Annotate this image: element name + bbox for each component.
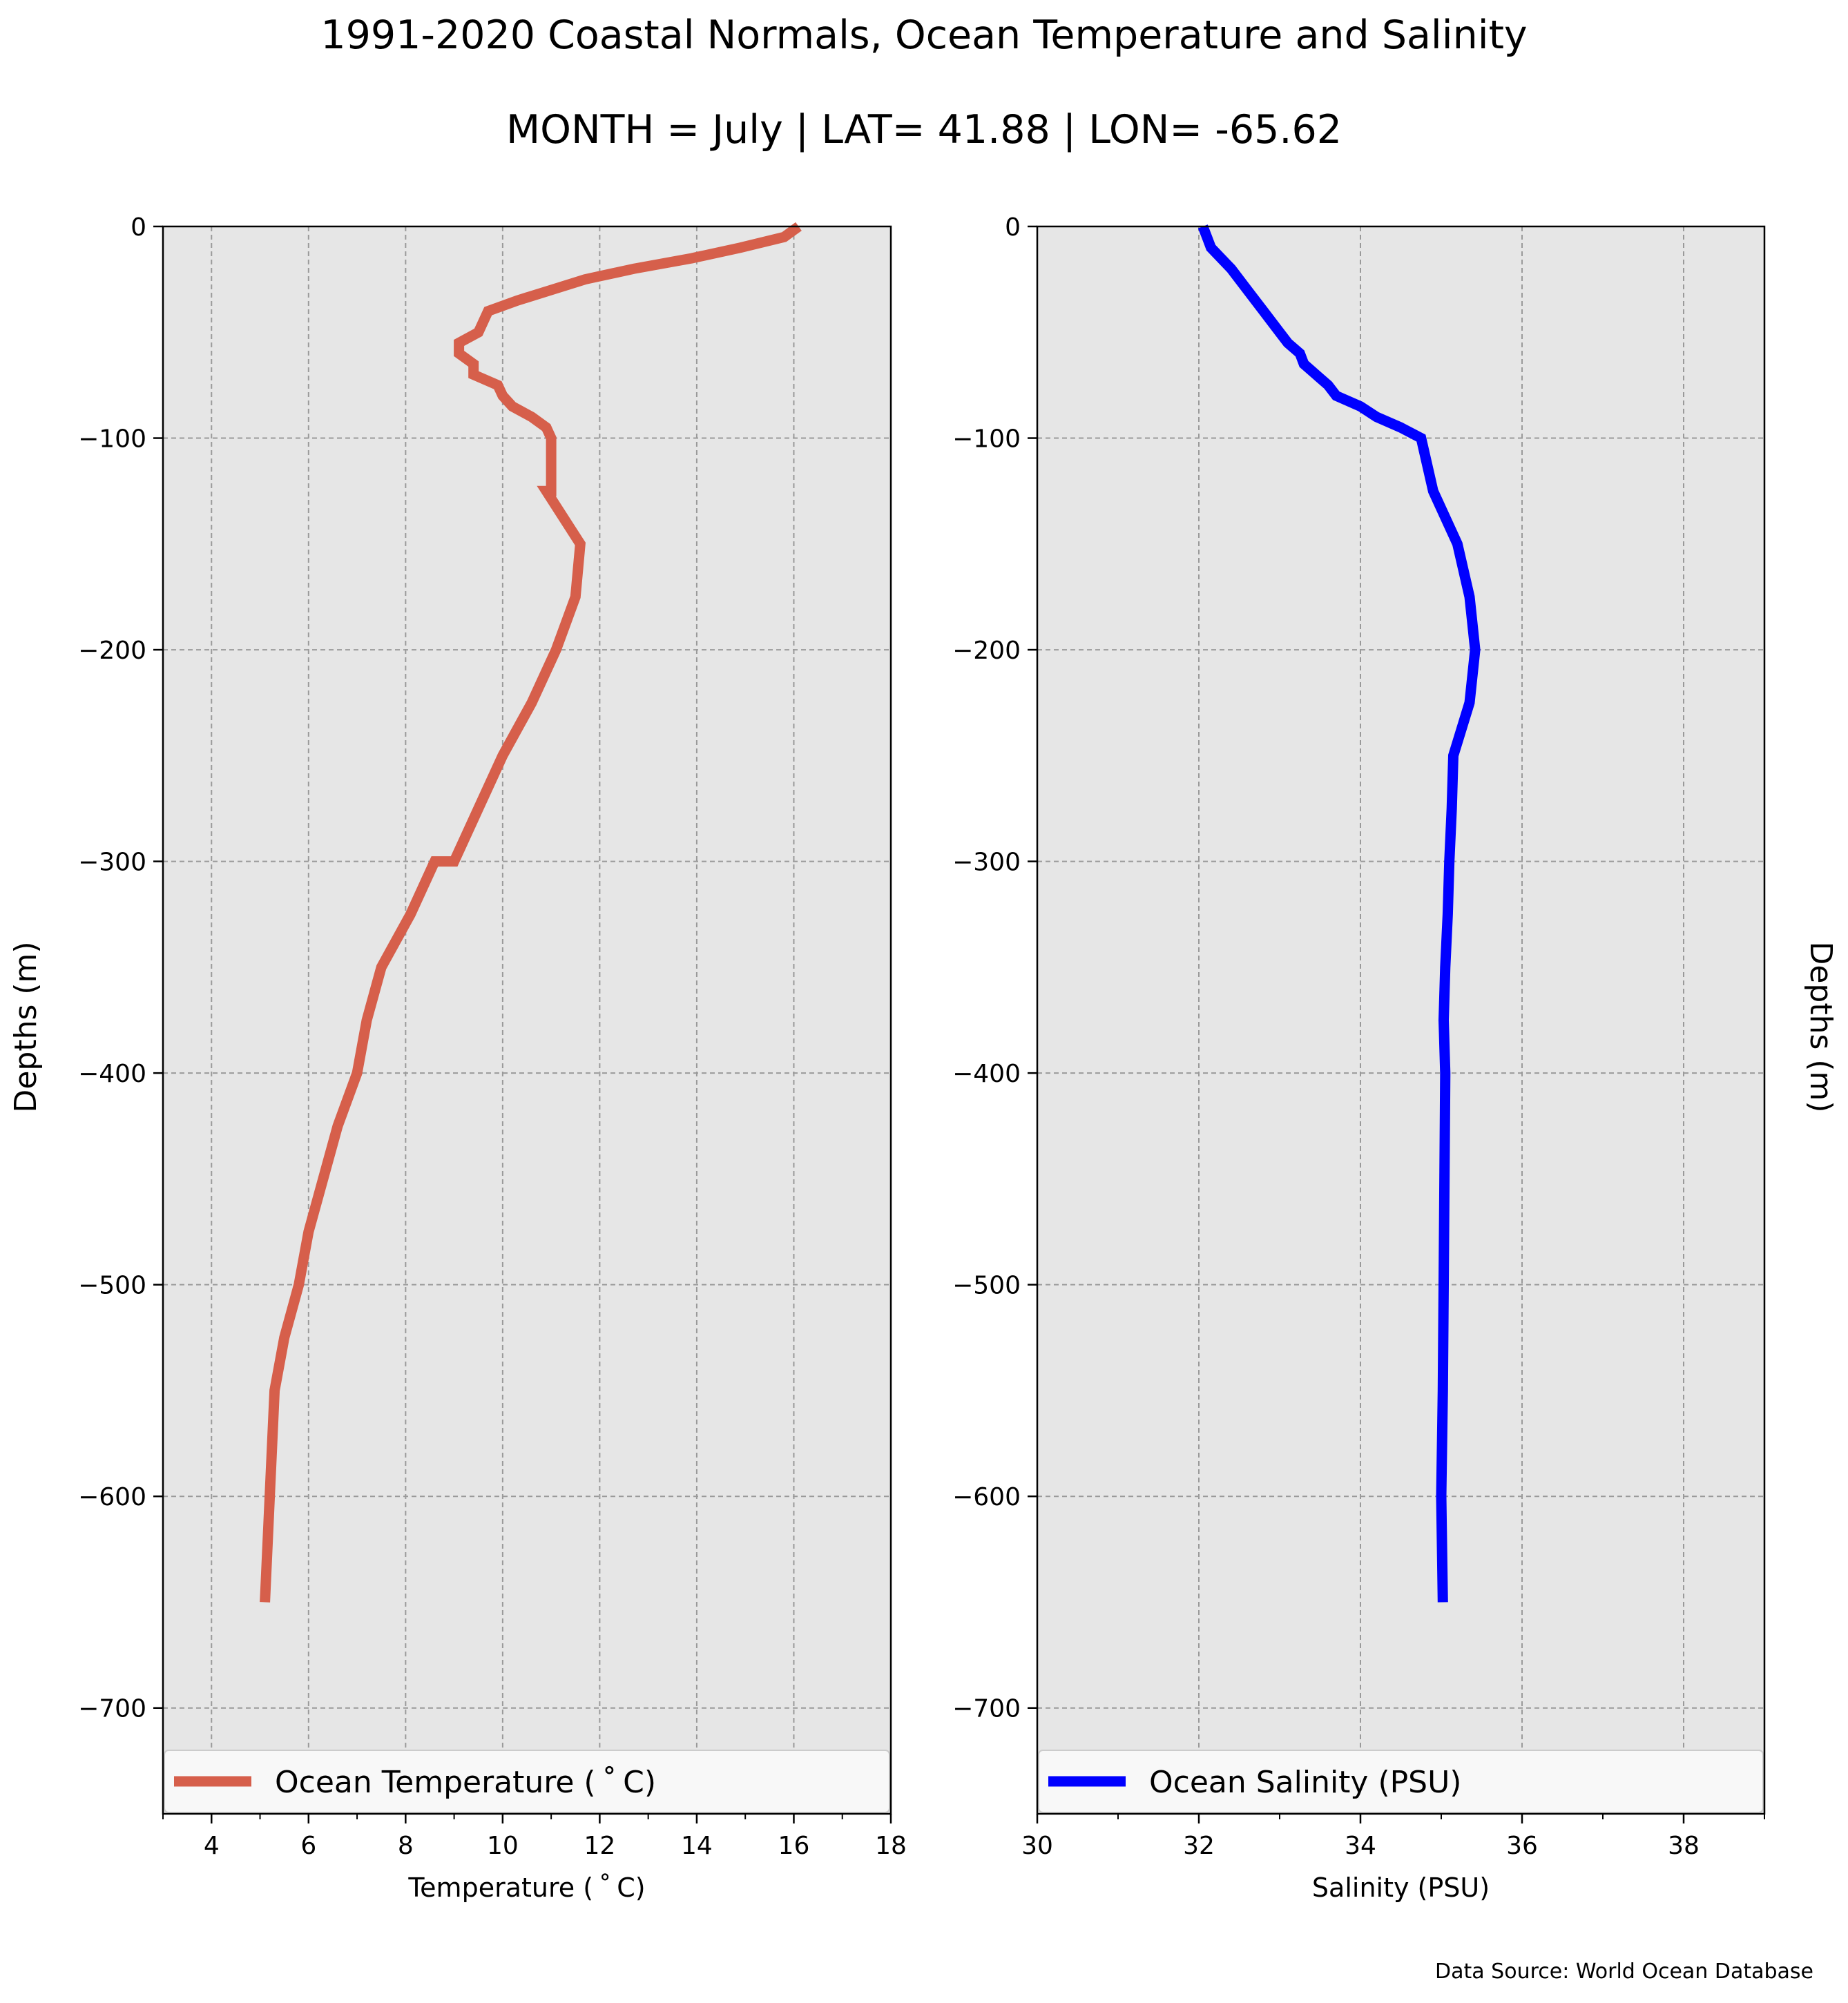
x-tick-label: 32 <box>1183 1832 1215 1860</box>
y-tick-label: 0 <box>1005 213 1021 242</box>
chart-panel-1: Ocean Temperature ( ˚ C) 0 −100 −200 −300 −40… <box>8 213 907 1903</box>
x-tick-label: 12 <box>584 1832 615 1860</box>
y-tick-label: −700 <box>952 1695 1021 1723</box>
axes-frame <box>162 225 892 1815</box>
x-tick-label: 38 <box>1668 1832 1700 1860</box>
y-axis-label: Depths (m) <box>1803 941 1838 1112</box>
y-tick-label: −500 <box>952 1272 1021 1300</box>
y-tick-label: −600 <box>952 1483 1021 1511</box>
x-axis-label: Salinity (PSU) <box>1312 1873 1490 1903</box>
y-tick-label: −300 <box>952 849 1021 877</box>
plot-area <box>163 226 891 1814</box>
legend-label: Ocean Salinity (PSU) <box>1149 1765 1461 1800</box>
y-tick-label: −700 <box>78 1695 146 1723</box>
y-axis-label: Depths (m) <box>8 941 44 1112</box>
chart-panel-2: Ocean Salinity (PSU) 0 −100 −200 −300 −400 −50… <box>952 213 1838 1903</box>
y-tick-label: −300 <box>78 849 146 877</box>
y-tick-label: −400 <box>952 1060 1021 1088</box>
y-tick-label: −600 <box>78 1483 146 1511</box>
legend-box <box>164 1750 890 1813</box>
y-tick-label: −100 <box>952 425 1021 454</box>
plot-area <box>1037 226 1764 1814</box>
legend-label: Ocean Temperature ( ˚ C) <box>275 1765 656 1800</box>
y-tick-label: 0 <box>131 213 146 242</box>
x-tick-label: 34 <box>1345 1832 1376 1860</box>
x-tick-label: 4 <box>204 1832 220 1860</box>
series-line <box>260 222 802 1603</box>
y-tick-label: −200 <box>78 637 146 665</box>
x-tick-label: 16 <box>778 1832 810 1860</box>
x-tick-label: 6 <box>300 1832 316 1860</box>
x-tick-label: 36 <box>1506 1832 1538 1860</box>
x-tick-label: 30 <box>1021 1832 1053 1860</box>
x-tick-label: 8 <box>398 1832 414 1860</box>
y-tick-label: −100 <box>78 425 146 454</box>
x-tick-label: 14 <box>681 1832 713 1860</box>
chart-subtitle: MONTH = July | LAT= 41.88 | LON= -65.62 <box>506 107 1342 153</box>
axes-frame <box>1036 225 1766 1815</box>
data-source-note: Data Source: World Ocean Database <box>1435 1960 1813 1984</box>
x-axis-label: Temperature ( ˚ C) <box>407 1873 645 1903</box>
y-tick-label: −200 <box>952 637 1021 665</box>
x-tick-label: 10 <box>487 1832 519 1860</box>
chart-title: 1991-2020 Coastal Normals, Ocean Tempera… <box>320 12 1528 58</box>
x-tick-label: 18 <box>875 1832 907 1860</box>
legend-box <box>1038 1750 1764 1813</box>
y-tick-label: −400 <box>78 1060 146 1088</box>
y-tick-label: −500 <box>78 1272 146 1300</box>
series-line <box>1197 224 1481 1603</box>
